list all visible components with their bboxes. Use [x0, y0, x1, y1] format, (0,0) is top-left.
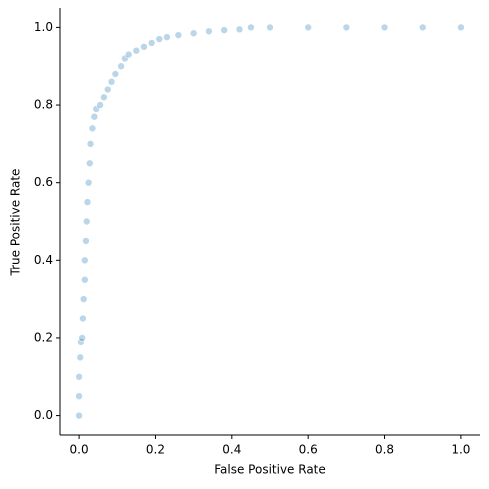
point: [85, 159, 94, 168]
x-tick-label: 0.6: [299, 443, 318, 457]
point: [84, 178, 93, 187]
point: [88, 124, 97, 133]
point: [103, 85, 112, 94]
point: [132, 46, 141, 55]
point: [96, 101, 104, 109]
y-tick-label: 1.0: [34, 20, 53, 34]
point: [76, 353, 85, 362]
point: [147, 39, 156, 47]
point: [78, 334, 86, 342]
point: [81, 275, 89, 284]
point: [86, 140, 95, 148]
point: [155, 35, 164, 43]
y-axis-label: True Positive Rate: [9, 169, 23, 277]
point: [247, 23, 255, 32]
point: [174, 31, 183, 39]
point: [304, 23, 312, 32]
point: [75, 392, 83, 400]
point: [266, 23, 274, 32]
y-tick-label: 0.4: [34, 253, 53, 267]
point: [220, 26, 228, 34]
y-tick-label: 0.2: [34, 330, 53, 344]
point: [82, 217, 91, 226]
point: [100, 93, 108, 102]
point: [205, 27, 213, 36]
point: [163, 33, 171, 41]
x-tick-label: 0.8: [375, 443, 394, 457]
point: [342, 23, 351, 32]
point: [457, 23, 465, 32]
point: [418, 23, 427, 32]
point: [107, 77, 116, 86]
point: [380, 23, 389, 32]
point: [140, 43, 148, 51]
x-tick-label: 0.4: [222, 443, 241, 457]
point: [92, 105, 101, 113]
point: [79, 295, 88, 303]
point: [124, 50, 133, 59]
x-axis-label: False Positive Rate: [214, 463, 326, 477]
point: [111, 70, 120, 78]
point: [79, 314, 87, 323]
point: [189, 29, 198, 38]
point: [121, 54, 129, 63]
point: [235, 25, 244, 34]
point: [90, 112, 99, 121]
y-tick-label: 0.0: [34, 408, 53, 422]
point: [82, 237, 90, 245]
x-tick-label: 1.0: [451, 443, 470, 457]
point: [117, 62, 125, 71]
point: [75, 411, 83, 420]
point: [81, 256, 89, 265]
y-tick-label: 0.6: [34, 175, 53, 189]
x-tick-label: 0.2: [146, 443, 165, 457]
x-tick-label: 0.0: [70, 443, 89, 457]
point: [75, 372, 83, 381]
point: [83, 198, 92, 206]
y-tick-label: 0.8: [34, 98, 53, 112]
